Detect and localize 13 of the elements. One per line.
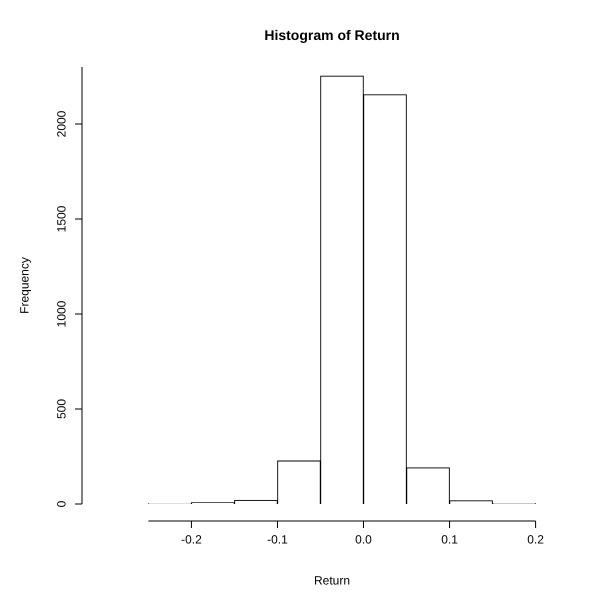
y-tick-label: 0 [54,500,68,508]
y-tick-label: 1500 [54,205,68,232]
x-tick-label: -0.2 [181,532,202,546]
x-tick-label: -0.1 [267,532,288,546]
x-axis-title: Return [314,573,350,588]
y-axis-title: Frequency [17,257,32,314]
x-tick-label: 0.2 [527,532,544,546]
x-tick-label: 0.0 [355,532,372,546]
chart-title: Histogram of Return [264,26,400,43]
x-tick-label: 0.1 [441,532,458,546]
y-tick-label: 500 [54,398,68,420]
y-tick-label: 2000 [54,110,68,138]
y-tick-label: 1000 [54,300,68,328]
